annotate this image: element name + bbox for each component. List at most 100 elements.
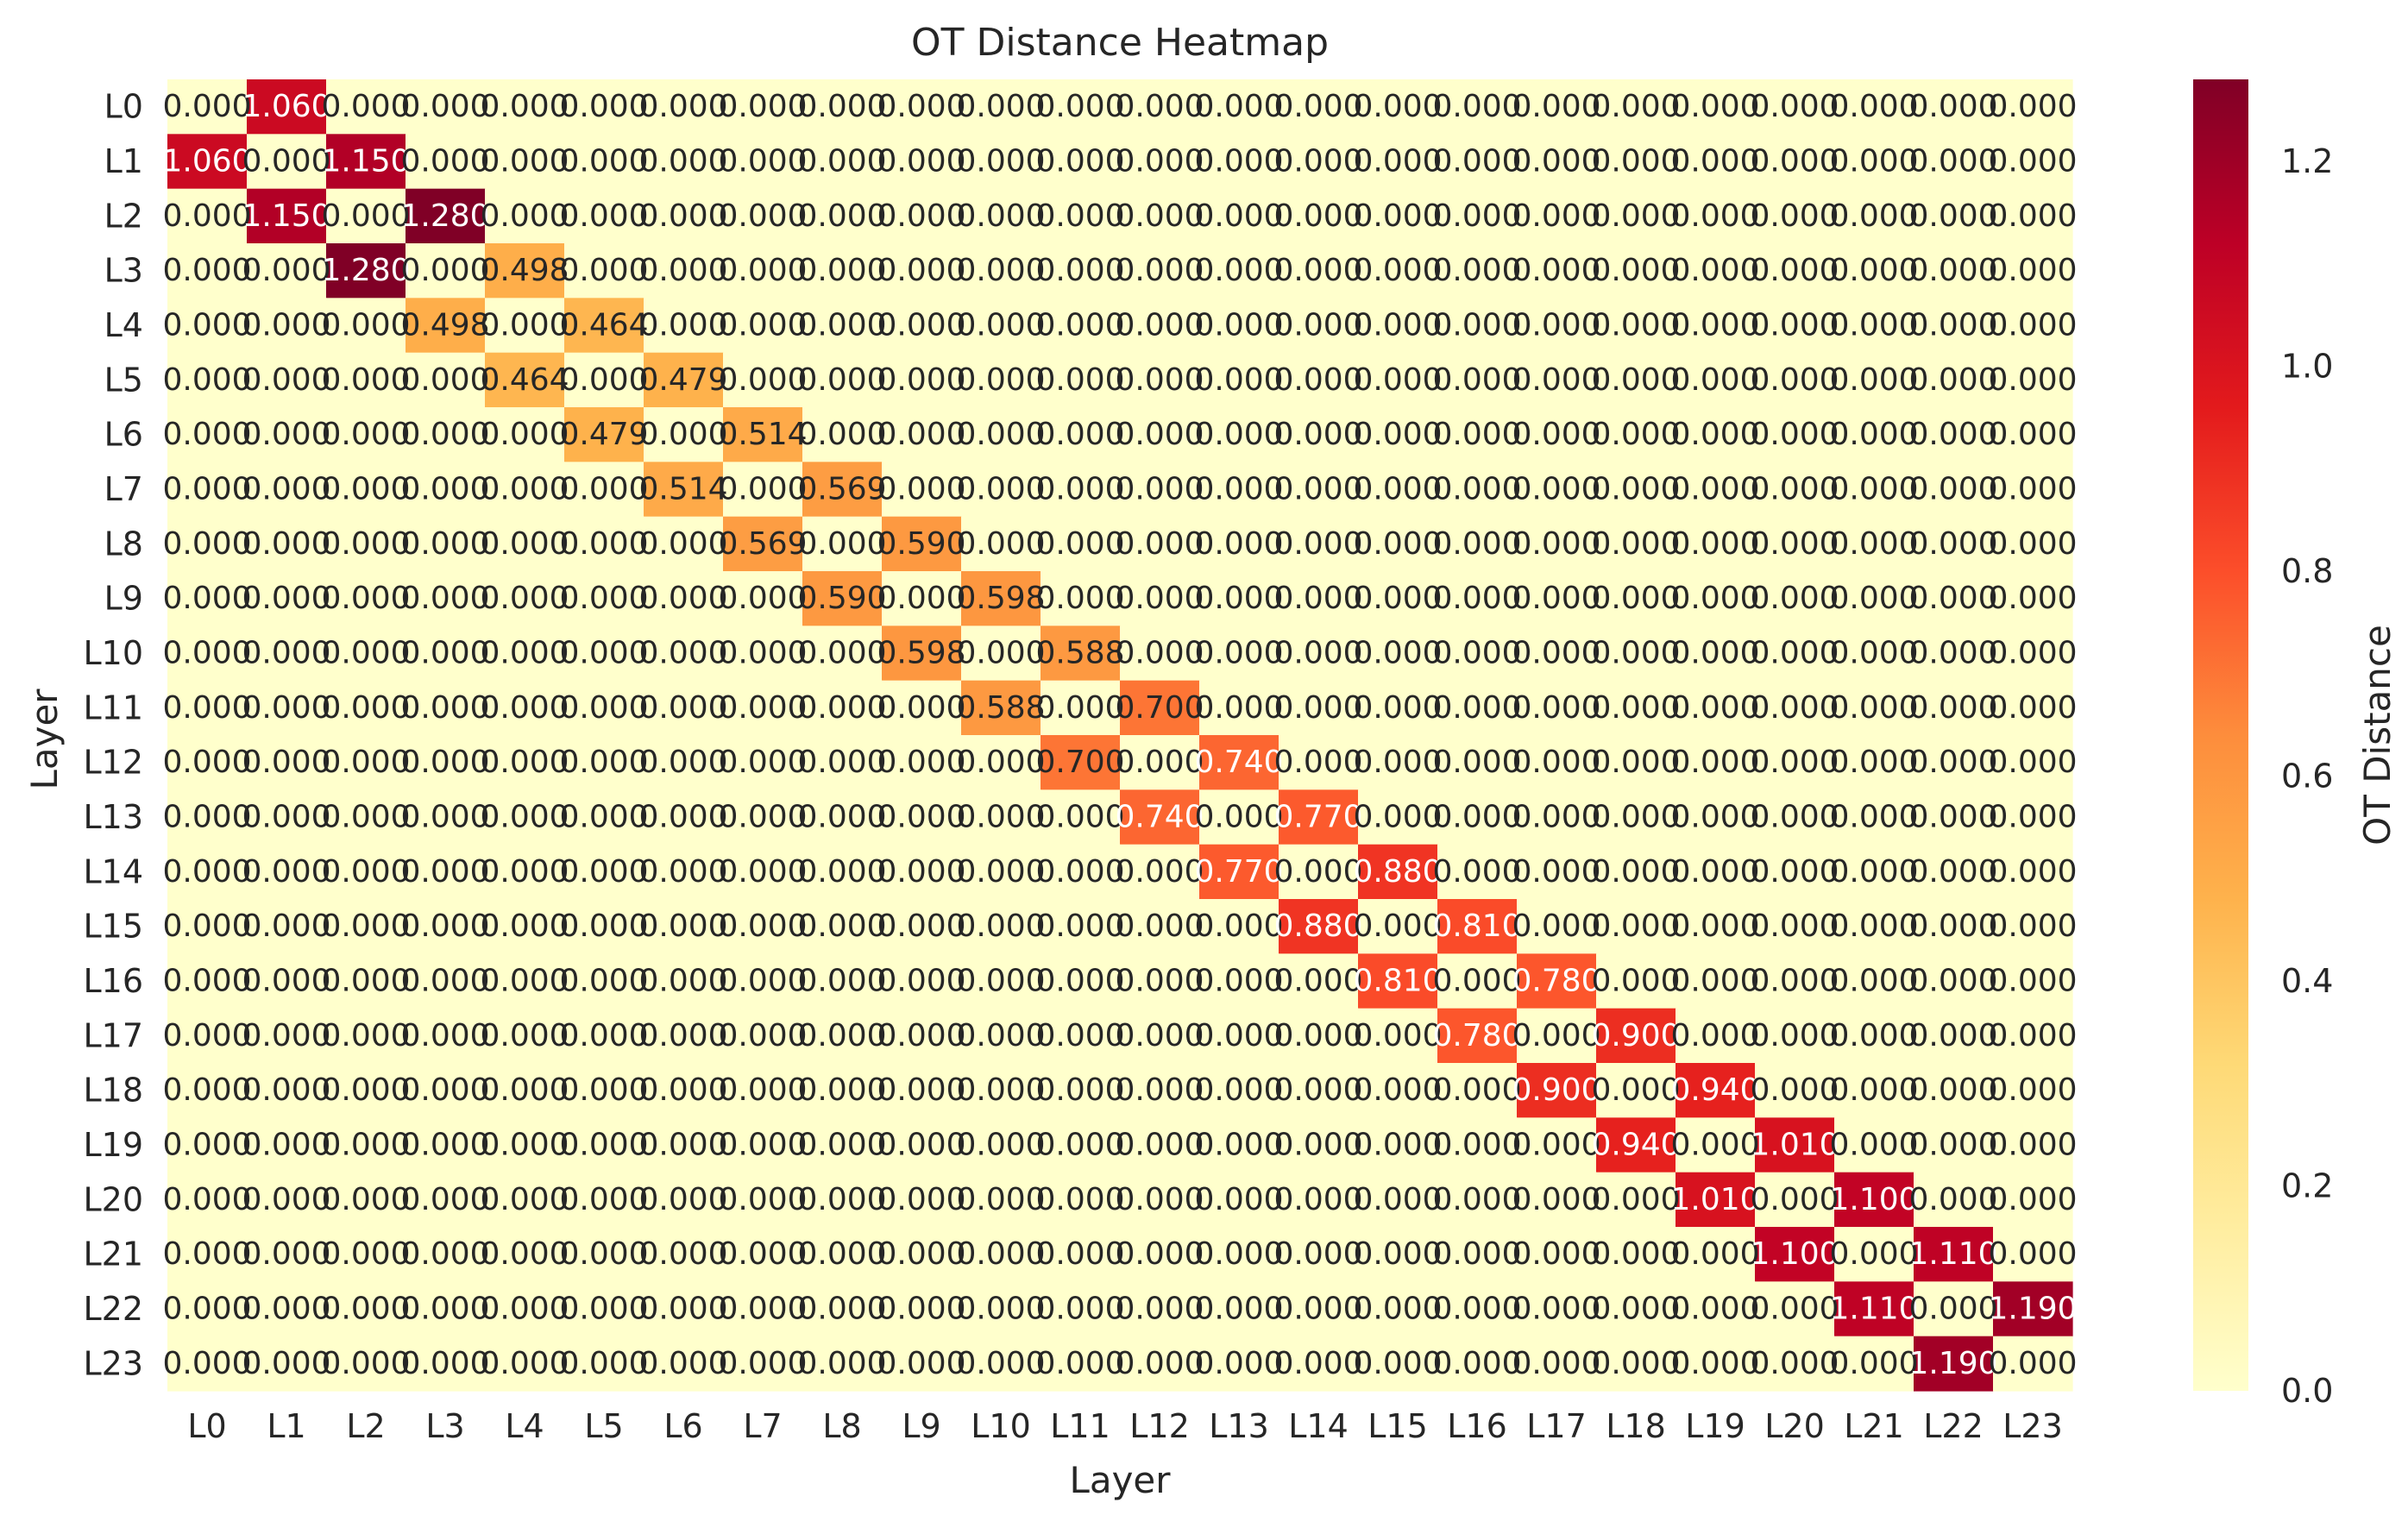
cell-value-label: 0.000 <box>638 89 727 124</box>
cell-value-label: 0.000 <box>1591 1236 1680 1272</box>
heatmap-cell <box>1993 243 2073 299</box>
heatmap-cell <box>1755 1336 1835 1392</box>
cell-value-label: 0.000 <box>638 690 727 726</box>
heatmap-cell <box>406 680 486 736</box>
heatmap-cell <box>1041 1281 1121 1337</box>
cell-value-label: 0.000 <box>1115 1292 1204 1327</box>
heatmap-cell <box>1279 1063 1359 1118</box>
cell-value-label: 0.000 <box>1194 964 1283 999</box>
cell-value-label: 0.000 <box>162 909 251 944</box>
heatmap-cell <box>167 844 248 900</box>
cell-value-label: 0.000 <box>1273 472 1362 507</box>
heatmap-cell <box>406 407 486 462</box>
cell-value-label: 0.000 <box>400 800 489 835</box>
heatmap-cell <box>1041 1336 1121 1392</box>
cell-value-label: 0.000 <box>321 472 410 507</box>
cell-value-label: 0.000 <box>480 690 569 726</box>
cell-value-label: 0.700 <box>1115 690 1204 726</box>
y-tick-label: L19 <box>83 1126 143 1164</box>
cell-value-label: 0.000 <box>1035 909 1124 944</box>
cell-value-label: 0.000 <box>718 362 807 398</box>
cell-value-label: 0.000 <box>1750 690 1839 726</box>
heatmap-cell <box>1834 735 1914 790</box>
heatmap-cell <box>326 1281 406 1337</box>
heatmap-cell <box>1041 352 1121 408</box>
cell-value-label: 0.000 <box>1432 253 1521 288</box>
heatmap-cell <box>644 298 724 354</box>
y-tick-label: L0 <box>104 88 143 126</box>
cell-value-label: 0.000 <box>1670 1018 1759 1053</box>
heatmap-cell <box>1914 462 1994 518</box>
cell-value-label: 0.000 <box>718 1018 807 1053</box>
heatmap-cell <box>1596 462 1676 518</box>
cell-value-label: 0.000 <box>480 89 569 124</box>
cell-value-label: 0.000 <box>400 1128 489 1163</box>
cell-value-label: 0.000 <box>1194 417 1283 452</box>
heatmap-cell <box>1120 1117 1200 1173</box>
cell-value-label: 0.000 <box>1035 362 1124 398</box>
cell-value-label: 0.000 <box>1829 253 1918 288</box>
cell-value-label: 0.000 <box>1829 472 1918 507</box>
cell-value-label: 0.000 <box>1353 1128 1442 1163</box>
heatmap-cell <box>247 789 327 846</box>
cell-value-label: 1.150 <box>321 144 410 179</box>
cell-value-label: 0.000 <box>1988 417 2077 452</box>
cell-value-label: 0.000 <box>400 1182 489 1217</box>
cell-value-label: 0.000 <box>1829 745 1918 780</box>
cell-value-label: 0.000 <box>1432 800 1521 835</box>
heatmap-cell <box>406 571 486 626</box>
heatmap-cell <box>485 79 565 135</box>
heatmap-cell <box>1517 352 1597 408</box>
cell-value-label: 0.000 <box>877 472 965 507</box>
cell-value-label: 0.000 <box>718 964 807 999</box>
heatmap-cell <box>1596 1227 1676 1282</box>
cell-value-label: 0.900 <box>1591 1018 1680 1053</box>
cell-value-label: 0.000 <box>1591 362 1680 398</box>
heatmap-cells <box>167 79 2073 1392</box>
heatmap-cell <box>167 680 248 736</box>
heatmap-cell <box>1914 134 1994 190</box>
heatmap-cell <box>1834 516 1914 572</box>
cell-value-label: 0.000 <box>956 89 1045 124</box>
heatmap-cell <box>485 1008 565 1064</box>
cell-value-label: 0.000 <box>1670 581 1759 616</box>
cell-value-label: 0.000 <box>1035 1292 1124 1327</box>
heatmap-cell <box>723 789 803 846</box>
heatmap-cell <box>1120 407 1200 462</box>
cell-value-label: 0.000 <box>1194 800 1283 835</box>
cell-value-label: 0.000 <box>638 581 727 616</box>
cell-value-label: 0.000 <box>797 1018 886 1053</box>
cell-value-label: 0.000 <box>718 308 807 343</box>
heatmap-cell <box>1437 1172 1518 1228</box>
cell-value-label: 0.000 <box>242 745 330 780</box>
y-tick-label: L14 <box>83 852 143 890</box>
heatmap-cell <box>1041 407 1121 462</box>
y-tick-label: L2 <box>104 197 143 235</box>
heatmap-cell <box>1199 626 1279 682</box>
cell-value-label: 0.000 <box>797 198 886 234</box>
cell-value-label: 0.000 <box>1353 1292 1442 1327</box>
cell-value-label: 0.000 <box>162 472 251 507</box>
cell-value-label: 0.000 <box>1432 1182 1521 1217</box>
heatmap-cell <box>802 1227 883 1282</box>
cell-value-label: 0.000 <box>1035 472 1124 507</box>
heatmap-cell <box>882 516 962 572</box>
cell-value-label: 0.000 <box>1035 690 1124 726</box>
cell-value-label: 0.000 <box>1908 526 1997 562</box>
cell-value-label: 0.000 <box>1512 144 1600 179</box>
heatmap-cell <box>167 1227 248 1282</box>
heatmap-cell <box>1199 789 1279 846</box>
heatmap-cell <box>1755 626 1835 682</box>
x-tick-label: L14 <box>1288 1407 1349 1445</box>
cell-value-label: 0.000 <box>1750 144 1839 179</box>
x-tick-label: L5 <box>584 1407 623 1445</box>
heatmap-cell <box>406 352 486 408</box>
heatmap-cell <box>1279 79 1359 135</box>
heatmap-cell <box>1914 1117 1994 1173</box>
heatmap-cell <box>802 899 883 954</box>
heatmap-cell <box>1279 953 1359 1009</box>
heatmap-cell <box>1437 626 1518 682</box>
heatmap-cell <box>326 789 406 846</box>
heatmap-cell <box>1279 243 1359 299</box>
heatmap-cell <box>485 789 565 846</box>
